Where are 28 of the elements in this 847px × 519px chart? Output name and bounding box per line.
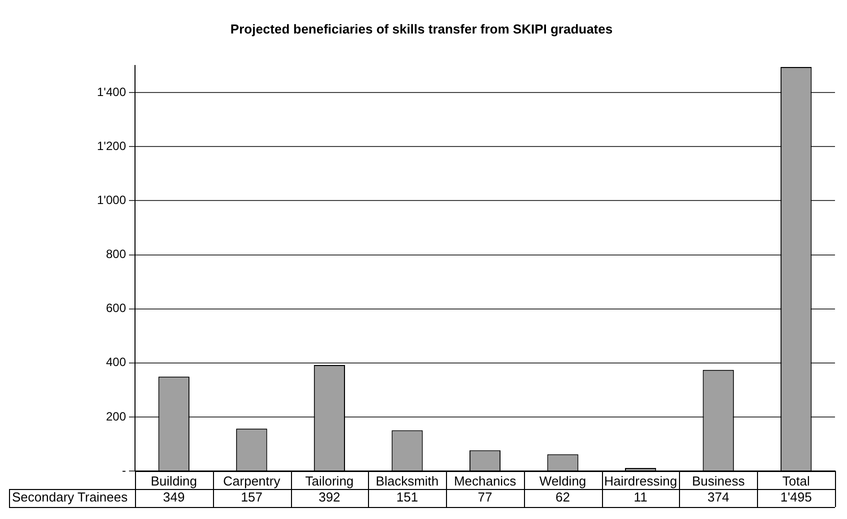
chart-title: Projected beneficiaries of skills transfer from SKIPI graduates: [230, 21, 613, 36]
data-label: 62: [556, 490, 570, 505]
data-label: 374: [707, 490, 730, 505]
y-tick-label: -: [122, 463, 126, 478]
text: Secondary Trainees: [12, 490, 128, 505]
x-tick-label: Carpentry: [223, 473, 281, 488]
x-tick-label: Building: [150, 473, 198, 488]
y-tick-label: 200: [106, 409, 126, 424]
y-tick-label: 800: [106, 247, 126, 262]
data-label: 1'495: [780, 490, 812, 505]
data-label: 349: [163, 490, 185, 505]
x-tick-label: Total: [782, 473, 810, 488]
y-tick-label: 400: [106, 355, 126, 370]
x-tick-label: Hairdressing: [604, 473, 678, 488]
x-tick-label: Tailoring: [305, 473, 354, 488]
x-tick-label: Blacksmith: [376, 473, 439, 488]
y-tick-label: 1'000: [97, 193, 126, 208]
data-label: 392: [318, 490, 340, 505]
y-tick-label: 1'400: [97, 84, 126, 99]
x-tick-label: Business: [692, 473, 746, 488]
x-tick-label: Mechanics: [454, 473, 517, 488]
data-label: 11: [634, 490, 648, 505]
data-label: 157: [240, 490, 263, 505]
data-label: 151: [396, 490, 418, 505]
x-tick-label: Welding: [539, 473, 586, 488]
data-label: 77: [478, 490, 492, 505]
y-tick-label: 1'200: [97, 138, 126, 153]
y-tick-label: 600: [106, 301, 126, 316]
